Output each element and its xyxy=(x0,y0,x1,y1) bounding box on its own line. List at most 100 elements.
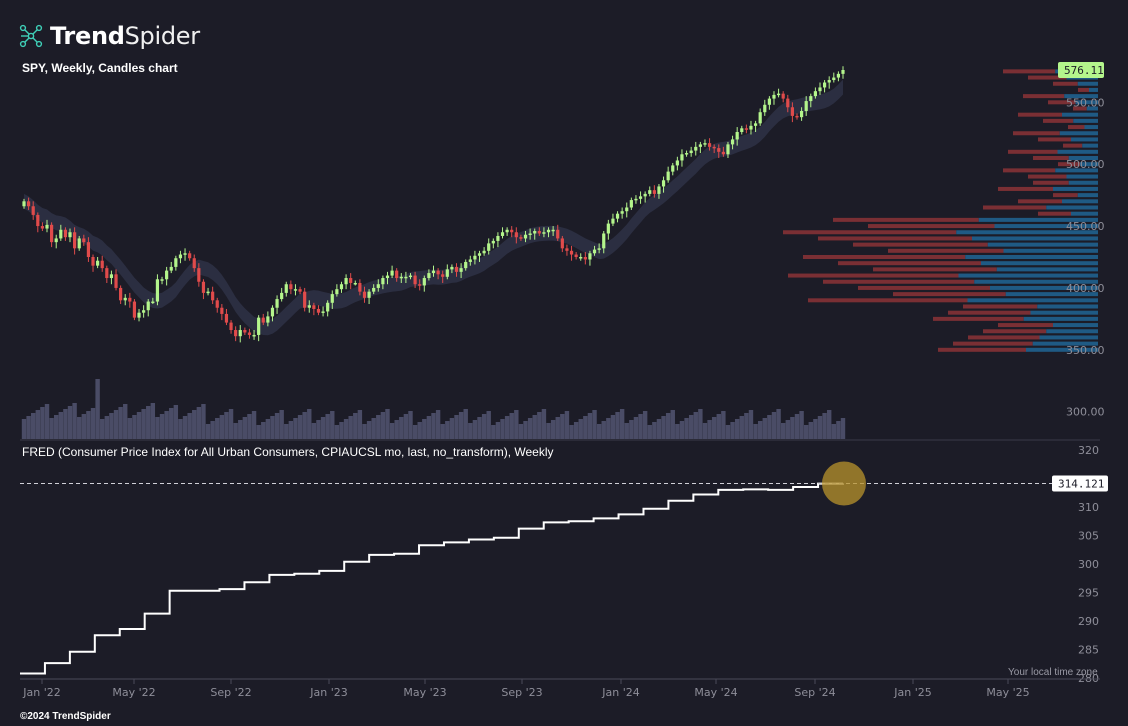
volume-profile-bar-down xyxy=(1073,106,1087,111)
volume-bar xyxy=(302,412,307,439)
candle xyxy=(22,201,26,207)
candle xyxy=(680,154,684,161)
candle xyxy=(431,270,436,274)
candle xyxy=(312,305,316,309)
candle xyxy=(712,146,716,149)
candle xyxy=(477,253,482,256)
candle xyxy=(321,311,325,313)
x-tick-label: Sep '23 xyxy=(501,686,542,699)
candle xyxy=(82,238,86,243)
volume-bar xyxy=(629,420,634,439)
volume-bar xyxy=(21,419,27,439)
volume-bar xyxy=(822,413,827,439)
cpi-tick-label: 300 xyxy=(1078,558,1099,571)
candle xyxy=(344,278,348,285)
volume-bar xyxy=(192,410,197,439)
candle xyxy=(795,115,799,118)
volume-profile-bar-down xyxy=(833,217,979,222)
candle xyxy=(510,229,514,233)
volume-bar xyxy=(357,410,363,439)
volume-bar xyxy=(546,423,551,439)
candle xyxy=(408,275,413,278)
candle xyxy=(822,82,827,88)
volume-bar xyxy=(472,420,478,439)
volume-bar xyxy=(734,419,740,439)
candle xyxy=(583,256,587,260)
volume-bar xyxy=(555,417,560,439)
volume-bar xyxy=(560,414,565,439)
volume-bar xyxy=(486,411,491,439)
candle xyxy=(224,313,229,323)
candle xyxy=(257,317,261,335)
candle xyxy=(523,234,528,239)
volume-profile-bar-down xyxy=(998,323,1053,328)
volume-bar xyxy=(527,418,533,439)
volume-bar xyxy=(652,422,657,439)
volume-bar xyxy=(311,423,317,439)
candle xyxy=(450,266,454,270)
candle xyxy=(63,229,68,238)
candle xyxy=(215,300,219,308)
candle xyxy=(643,193,647,197)
candle xyxy=(652,190,656,194)
volume-bar xyxy=(422,419,427,439)
volume-bar xyxy=(711,417,717,439)
volume-bar xyxy=(164,411,169,439)
candle xyxy=(289,284,293,290)
volume-bar xyxy=(541,409,547,439)
volume-bar xyxy=(702,423,708,439)
volume-profile-bar-down xyxy=(808,298,968,303)
volume-profile-bar-up xyxy=(1003,248,1098,253)
candle xyxy=(753,123,758,126)
candle xyxy=(399,276,403,279)
volume-bar xyxy=(284,424,289,439)
volume-profile-bar-up xyxy=(1062,199,1098,204)
volume-bar xyxy=(224,412,229,439)
volume-profile-bar-up xyxy=(974,279,1098,284)
volume-bar xyxy=(675,424,680,439)
moving-average-band xyxy=(24,79,843,336)
candle xyxy=(376,284,380,288)
volume-profile-bar-up xyxy=(1089,87,1098,92)
volume-bar xyxy=(514,410,519,439)
candle xyxy=(137,312,141,318)
volume-bar xyxy=(104,416,110,439)
candle xyxy=(36,214,40,227)
volume-bar xyxy=(288,421,294,439)
candle xyxy=(661,180,666,187)
volume-profile-bar-down xyxy=(998,186,1053,191)
volume-bar xyxy=(748,410,754,439)
volume-bar xyxy=(403,414,409,439)
candle xyxy=(418,284,422,286)
price-tick-label: 500.00 xyxy=(1066,158,1105,171)
volume-profile-bar-up xyxy=(1071,137,1098,142)
volume-profile-bar-down xyxy=(968,335,1040,340)
x-tick-label: Jan '24 xyxy=(601,686,639,699)
volume-bar xyxy=(58,412,64,439)
last-value-highlight xyxy=(822,461,866,506)
volume-bar xyxy=(219,415,225,439)
candle xyxy=(367,291,371,298)
candle xyxy=(298,289,302,292)
volume-profile-bar-down xyxy=(1008,149,1058,154)
volume-bar xyxy=(155,417,160,439)
volume-bar xyxy=(463,409,468,439)
last-price-label: 576.11 xyxy=(1064,64,1104,77)
price-axis: 550.00 500.00 450.00 400.00 350.00 300.00 576.… xyxy=(1058,62,1105,419)
volume-bar xyxy=(113,410,119,439)
candle xyxy=(247,332,252,335)
volume-bar xyxy=(610,415,616,439)
volume-bar xyxy=(279,410,284,439)
volume-bar xyxy=(265,419,271,439)
volume-bar xyxy=(785,420,790,439)
volume-bar xyxy=(449,418,455,439)
candle xyxy=(128,297,132,302)
volume-profile-bar-down xyxy=(788,273,959,278)
cpi-tick-label: 295 xyxy=(1078,587,1099,600)
candle xyxy=(675,160,679,166)
cpi-tick-label: 320 xyxy=(1078,444,1099,457)
candle xyxy=(799,110,804,118)
candle xyxy=(671,165,675,172)
timezone-note[interactable]: Your local time zone xyxy=(1008,667,1098,678)
